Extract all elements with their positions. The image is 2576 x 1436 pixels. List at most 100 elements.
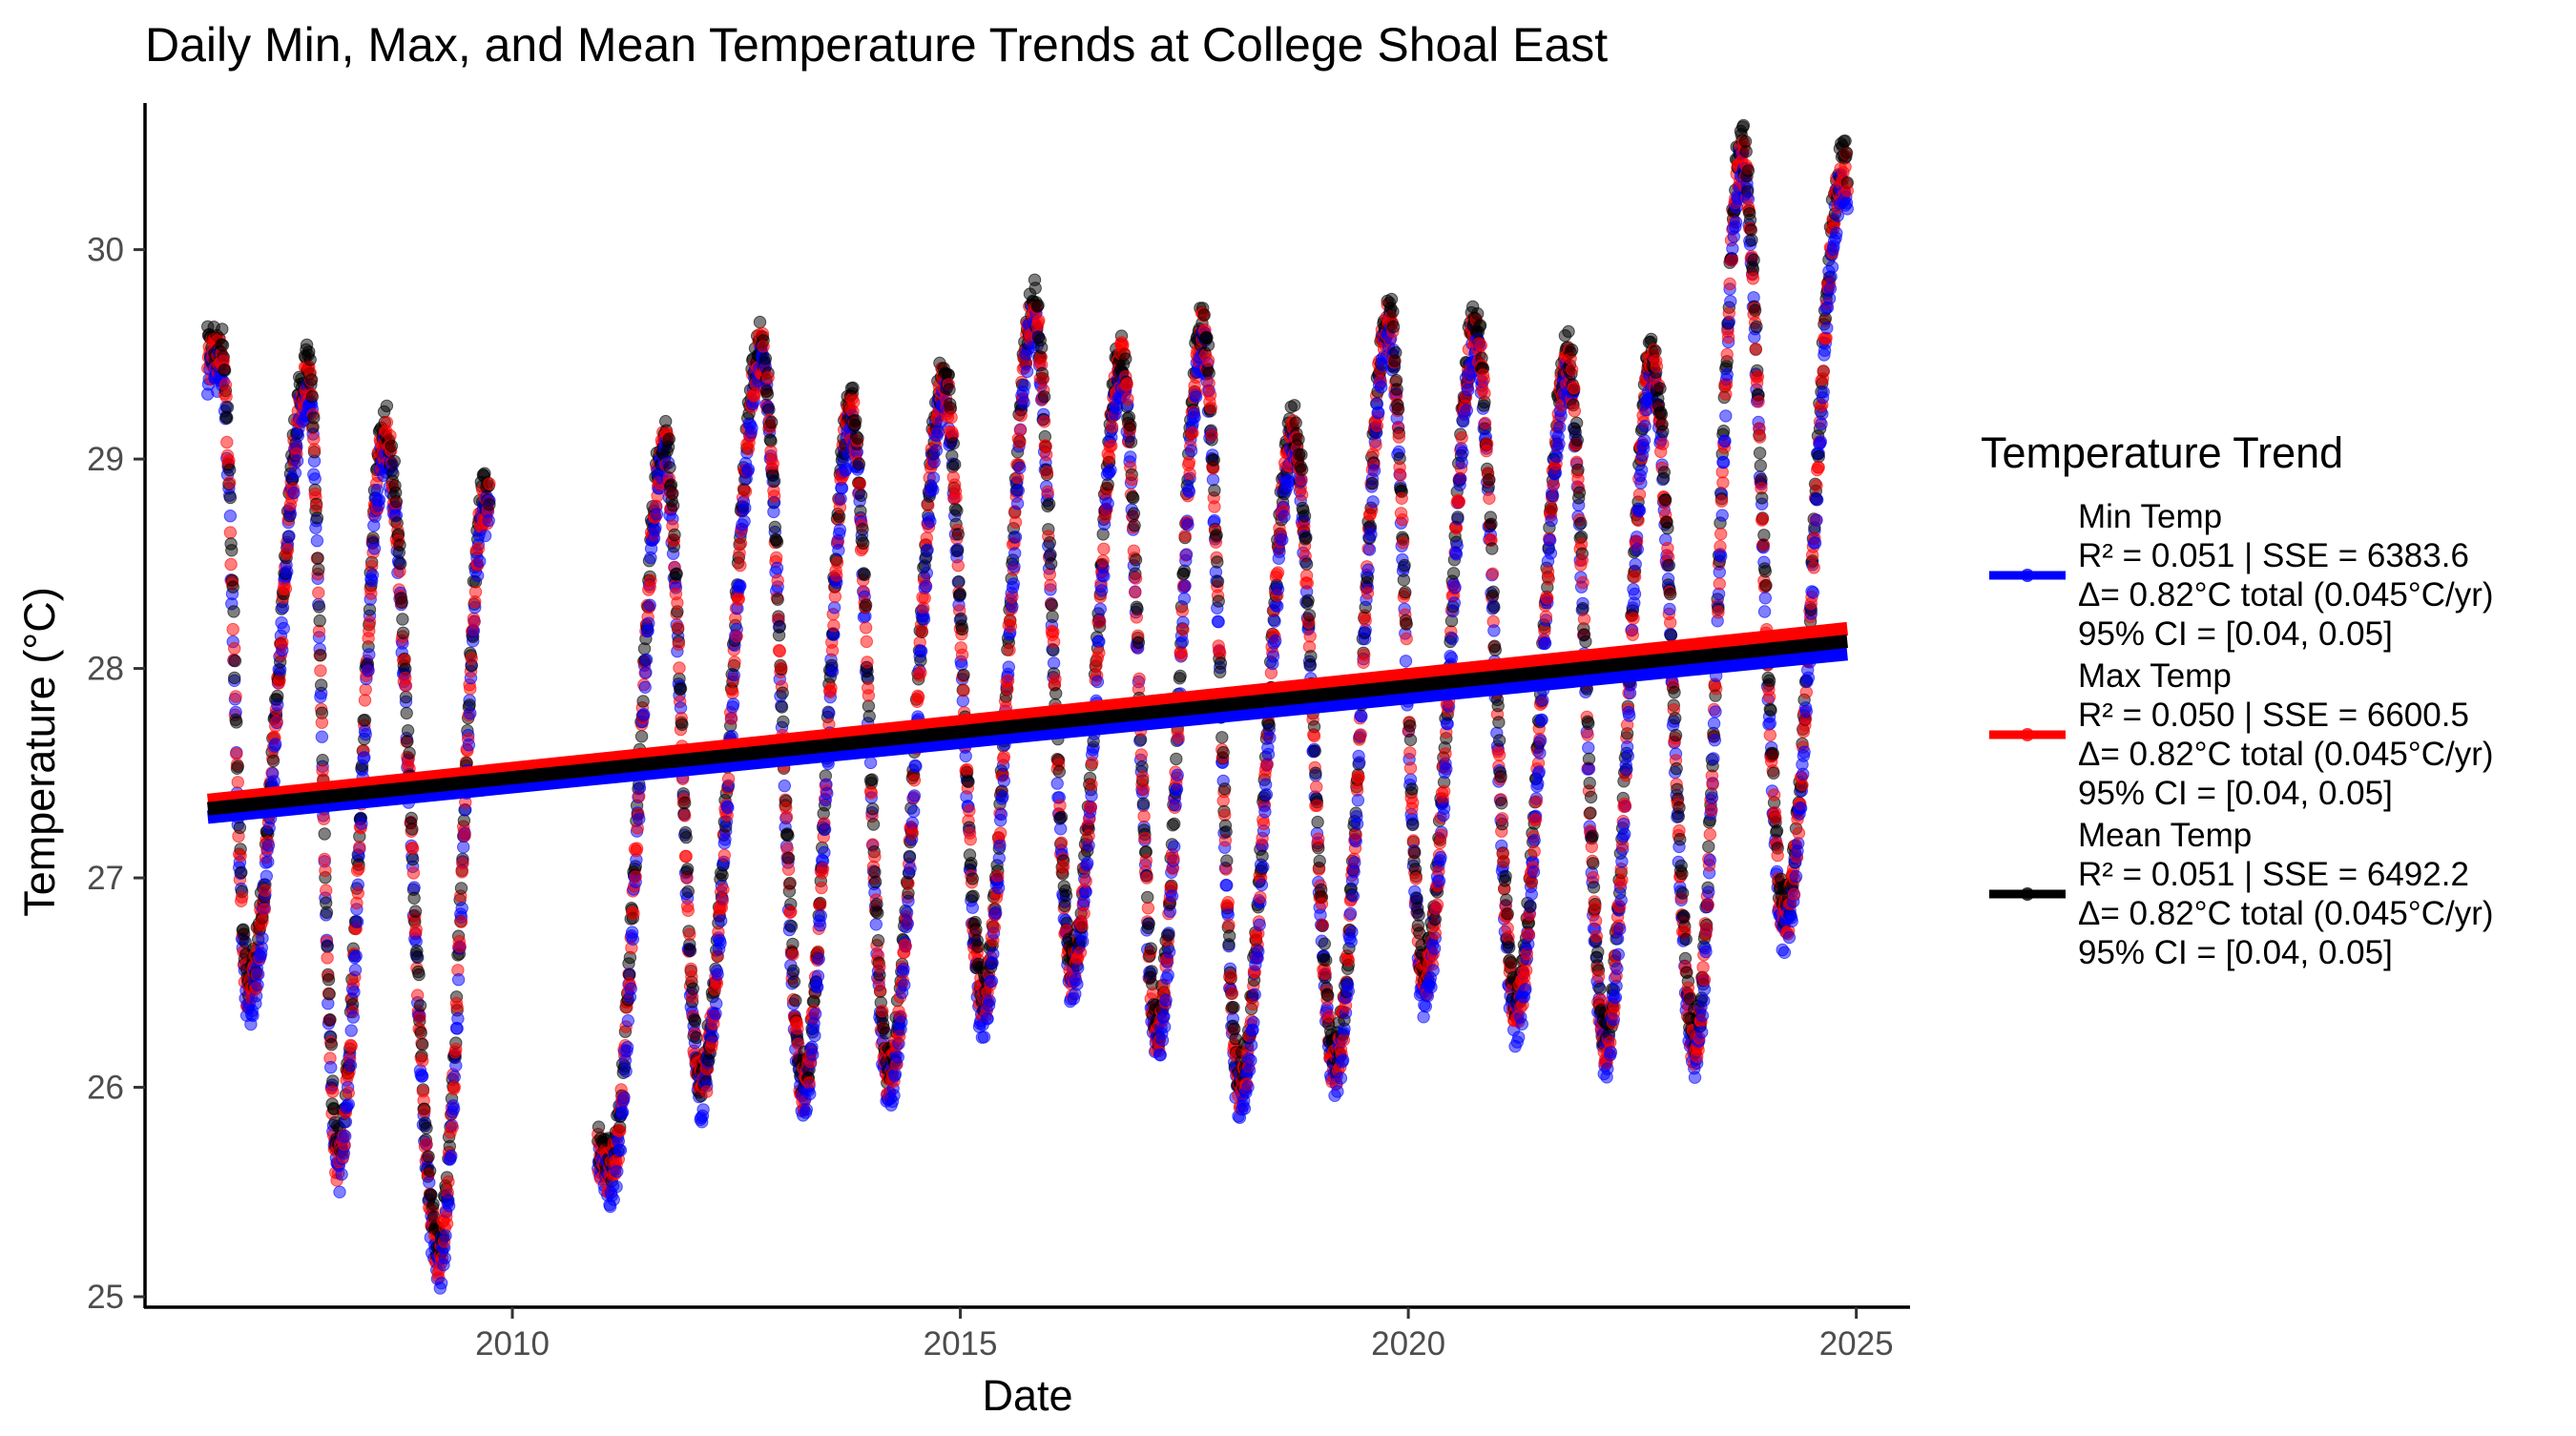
data-point (406, 866, 421, 880)
data-point (678, 796, 692, 810)
data-point (1189, 390, 1203, 404)
data-point (950, 544, 965, 557)
data-point (1288, 399, 1301, 412)
data-point (905, 826, 919, 840)
data-point (1403, 719, 1417, 733)
data-point (1295, 463, 1309, 476)
data-point (945, 410, 958, 425)
data-point (223, 490, 238, 505)
data-point (960, 762, 974, 777)
data-point (1430, 898, 1444, 911)
data-point (259, 884, 272, 897)
data-point (464, 682, 477, 696)
data-point (1399, 655, 1413, 668)
data-point (773, 644, 786, 658)
data-point (1254, 890, 1267, 904)
data-point (1128, 519, 1141, 532)
data-point (887, 1089, 901, 1102)
data-point (1362, 543, 1377, 556)
data-point (871, 934, 885, 947)
data-point (962, 775, 975, 788)
data-point (1095, 584, 1109, 597)
data-point (639, 666, 653, 679)
data-point (730, 630, 743, 643)
data-point (1399, 586, 1412, 599)
data-point (1244, 1038, 1258, 1052)
data-point (745, 421, 758, 435)
data-point (1346, 889, 1361, 903)
data-point (946, 437, 960, 450)
data-point (1331, 1085, 1344, 1098)
data-point (770, 561, 784, 575)
data-point (636, 695, 650, 708)
data-point (1444, 651, 1459, 665)
data-point (387, 454, 401, 468)
data-point (924, 514, 937, 529)
data-point (1219, 825, 1233, 839)
data-point (816, 862, 830, 876)
data-point (280, 543, 295, 557)
data-point (679, 849, 693, 864)
data-point (721, 801, 735, 815)
data-point (670, 567, 683, 580)
data-point (1307, 729, 1321, 743)
data-point (1406, 818, 1420, 832)
data-point (1211, 574, 1225, 589)
data-point (1201, 339, 1215, 352)
data-point (393, 538, 406, 552)
data-point (776, 686, 789, 699)
data-point (449, 1059, 463, 1072)
data-point (416, 1070, 429, 1083)
data-point (426, 1197, 440, 1211)
data-point (617, 1091, 631, 1105)
data-point (1073, 946, 1088, 959)
data-point (863, 756, 878, 770)
data-point (1392, 430, 1406, 444)
data-point (449, 1042, 463, 1056)
data-point (696, 1103, 710, 1116)
data-point (1053, 799, 1067, 812)
data-point (457, 814, 471, 827)
data-point (1125, 473, 1138, 487)
data-point (633, 812, 646, 825)
data-point (1257, 817, 1271, 831)
data-point (1319, 967, 1332, 981)
data-point (1011, 484, 1026, 497)
data-point (803, 1087, 817, 1101)
data-point (953, 588, 967, 601)
data-point (457, 841, 470, 854)
data-point (353, 841, 366, 854)
data-point (949, 490, 963, 504)
data-point (260, 869, 273, 883)
data-point (1105, 439, 1118, 452)
data-point (1045, 557, 1058, 571)
data-point (775, 700, 789, 714)
data-point (216, 323, 229, 336)
data-point (613, 1143, 628, 1157)
data-point (613, 1124, 627, 1138)
data-point (977, 1030, 991, 1044)
data-point (779, 810, 794, 823)
data-point (309, 499, 323, 513)
data-point (1210, 529, 1223, 542)
data-point (228, 654, 242, 668)
data-point (1168, 817, 1181, 831)
data-point (1042, 497, 1056, 510)
data-point (1424, 980, 1438, 994)
data-point (1013, 436, 1027, 449)
data-point (367, 542, 382, 555)
data-point (862, 689, 876, 702)
data-point (246, 1009, 260, 1023)
data-point (1136, 782, 1151, 796)
data-point (1161, 968, 1174, 982)
data-point (411, 950, 425, 965)
data-point (1170, 752, 1183, 766)
data-point (317, 812, 331, 825)
data-point (220, 401, 235, 414)
data-point (1208, 500, 1221, 513)
data-point (1300, 576, 1315, 590)
data-point (1359, 614, 1372, 628)
data-point (959, 749, 972, 763)
data-point (957, 668, 970, 682)
data-point (1405, 782, 1419, 796)
